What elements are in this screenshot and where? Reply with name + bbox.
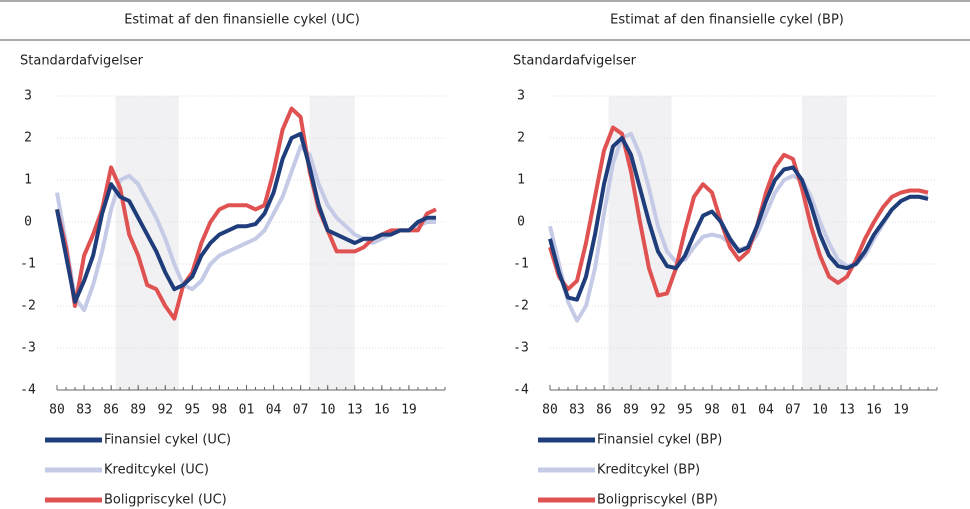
series-line	[55, 144, 436, 313]
x-tick-label: 16	[374, 403, 390, 418]
panel-title: Estimat af den finansielle cykel (BP)	[610, 13, 844, 28]
x-tick-label: 19	[401, 403, 417, 418]
series-line	[548, 125, 929, 298]
series-line	[55, 106, 437, 321]
y-tick-label: -3	[513, 341, 529, 356]
y-tick-label: -4	[20, 383, 36, 398]
x-tick-label: 19	[893, 403, 909, 418]
x-tick-label: 01	[239, 403, 255, 418]
series-line	[55, 131, 436, 304]
y-tick-label: 3	[24, 89, 32, 104]
x-tick-label: 10	[812, 403, 828, 418]
series-line	[548, 136, 929, 302]
x-tick-label: 10	[320, 403, 336, 418]
x-tick-label: 86	[103, 403, 119, 418]
x-tick-label: 95	[185, 403, 201, 418]
y-axis-label: Standardafvigelser	[513, 54, 637, 69]
x-tick-label: 92	[157, 403, 173, 418]
x-tick-label: 92	[650, 403, 666, 418]
legend-label: Finansiel cykel (BP)	[597, 433, 722, 448]
y-tick-label: -3	[20, 341, 36, 356]
x-tick-label: 16	[866, 403, 882, 418]
x-tick-label: 95	[677, 403, 693, 418]
y-tick-label: 1	[517, 173, 525, 188]
legend-label: Boligpriscykel (UC)	[104, 493, 227, 508]
y-tick-label: -2	[513, 299, 529, 314]
x-tick-label: 13	[839, 403, 855, 418]
x-tick-label: 80	[49, 403, 65, 418]
x-tick-label: 98	[212, 403, 228, 418]
x-tick-label: 89	[130, 403, 146, 418]
x-tick-label: 07	[293, 403, 309, 418]
y-tick-label: 2	[24, 131, 32, 146]
legend-label: Kreditcykel (BP)	[597, 463, 700, 478]
x-tick-label: 80	[542, 403, 558, 418]
y-axis-label: Standardafvigelser	[20, 54, 144, 69]
x-tick-label: 86	[596, 403, 612, 418]
legend-label: Finansiel cykel (UC)	[104, 433, 231, 448]
y-tick-label: 0	[24, 215, 32, 230]
legend-label: Kreditcykel (UC)	[104, 463, 209, 478]
y-tick-label: -4	[513, 383, 529, 398]
y-tick-label: 3	[517, 89, 525, 104]
shaded-period	[115, 96, 179, 390]
x-tick-label: 04	[266, 403, 282, 418]
x-tick-label: 07	[785, 403, 801, 418]
x-tick-label: 83	[76, 403, 92, 418]
x-tick-label: 13	[347, 403, 363, 418]
y-tick-label: 0	[517, 215, 525, 230]
x-tick-label: 04	[758, 403, 774, 418]
x-tick-label: 83	[569, 403, 585, 418]
y-tick-label: -2	[20, 299, 36, 314]
panel-title: Estimat af den finansielle cykel (UC)	[124, 13, 360, 28]
y-tick-label: 2	[517, 131, 525, 146]
x-tick-label: 01	[731, 403, 747, 418]
y-tick-label: -1	[513, 257, 529, 272]
y-tick-label: -1	[20, 257, 36, 272]
x-tick-label: 89	[623, 403, 639, 418]
legend-label: Boligpriscykel (BP)	[597, 493, 718, 508]
y-tick-label: 1	[24, 173, 32, 188]
x-tick-label: 98	[704, 403, 720, 418]
